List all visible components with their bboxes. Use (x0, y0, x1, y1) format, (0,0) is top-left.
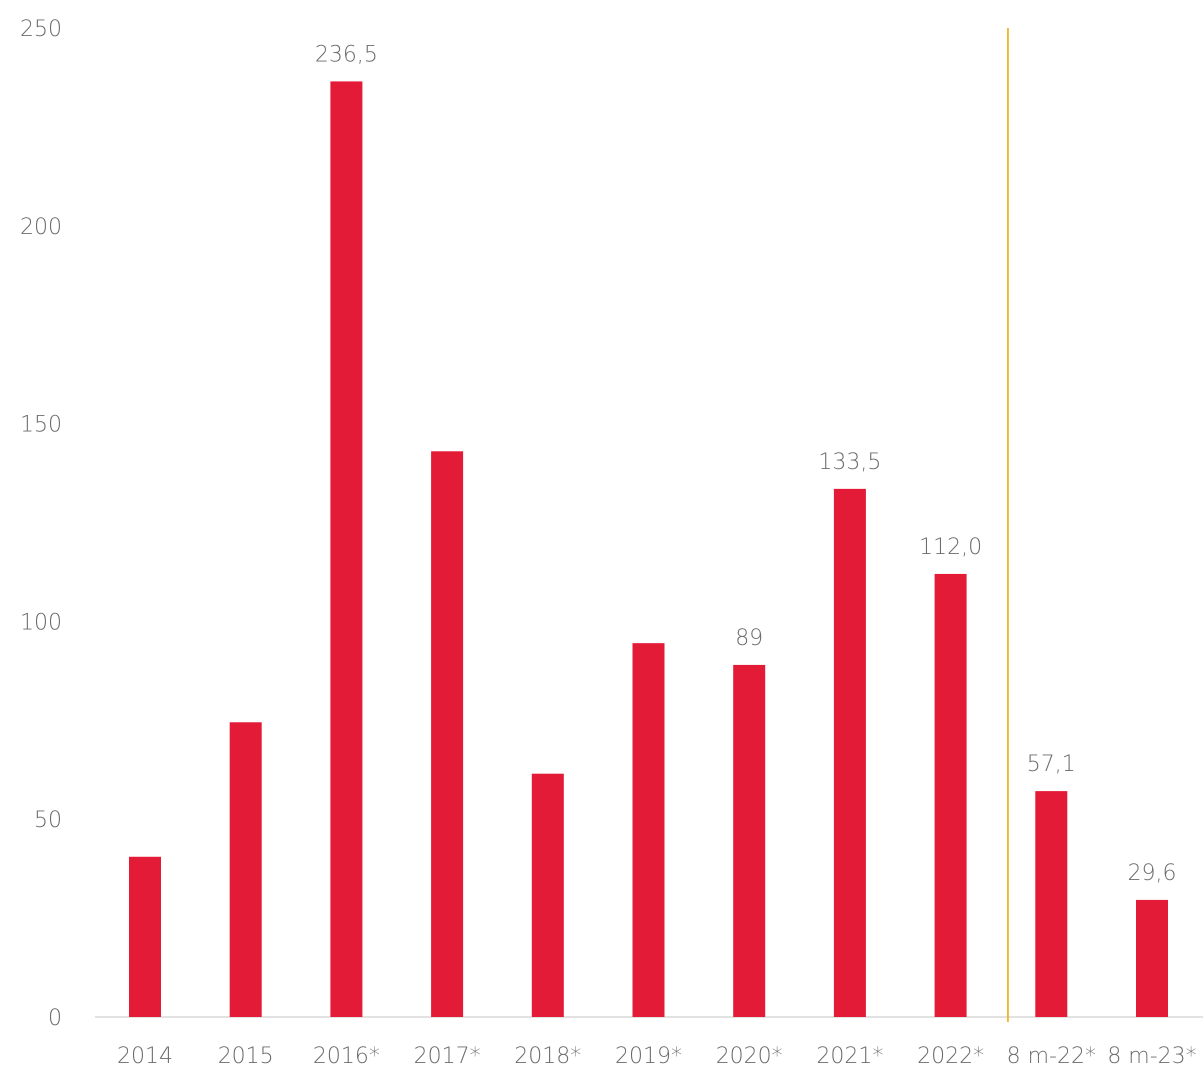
bar (129, 856, 161, 1017)
category-labels: 2014 2015 2016* 2017* 2018* 2019* 2020* 2021* 20… (117, 1044, 1197, 1069)
bar (431, 451, 464, 1017)
x-category-label: 2020* (716, 1044, 783, 1069)
bar (531, 773, 564, 1017)
bar (1136, 899, 1168, 1017)
bar (733, 664, 766, 1017)
x-category-label: 2017* (414, 1044, 481, 1069)
bar (229, 722, 262, 1017)
bar-value-label: 236,5 (315, 42, 378, 67)
x-category-label: 8 m-23* (1107, 1044, 1196, 1069)
y-tick-label: 200 (20, 215, 62, 240)
y-tick-label: 50 (34, 808, 62, 833)
x-category-label: 2016* (313, 1044, 380, 1069)
bar (632, 643, 665, 1017)
bars (129, 81, 1168, 1017)
bar-value-label: 133,5 (818, 450, 881, 475)
bar-value-label: 29,6 (1128, 861, 1177, 886)
y-tick-label: 250 (20, 17, 62, 42)
bar (934, 573, 967, 1017)
data-labels: 236,5 89 133,5 112,0 57,1 29,6 (315, 42, 1177, 885)
bar-value-label: 112,0 (919, 535, 982, 560)
bar (833, 488, 866, 1017)
bar-value-label: 89 (735, 626, 763, 651)
x-category-label: 2015 (218, 1044, 274, 1069)
y-tick-label: 100 (20, 610, 62, 635)
y-axis-ticks: 0 50 100 150 200 250 (20, 17, 62, 1031)
x-category-label: 2021* (816, 1044, 883, 1069)
x-category-label: 2018* (514, 1044, 581, 1069)
x-category-label: 8 m-22* (1007, 1044, 1096, 1069)
x-category-label: 2014 (117, 1044, 173, 1069)
bar (1035, 791, 1068, 1017)
y-tick-label: 0 (48, 1006, 62, 1031)
bar-value-label: 57,1 (1027, 752, 1076, 777)
x-category-label: 2019* (615, 1044, 682, 1069)
x-category-label: 2022* (917, 1044, 984, 1069)
y-tick-label: 150 (20, 413, 62, 438)
bar (330, 81, 363, 1017)
